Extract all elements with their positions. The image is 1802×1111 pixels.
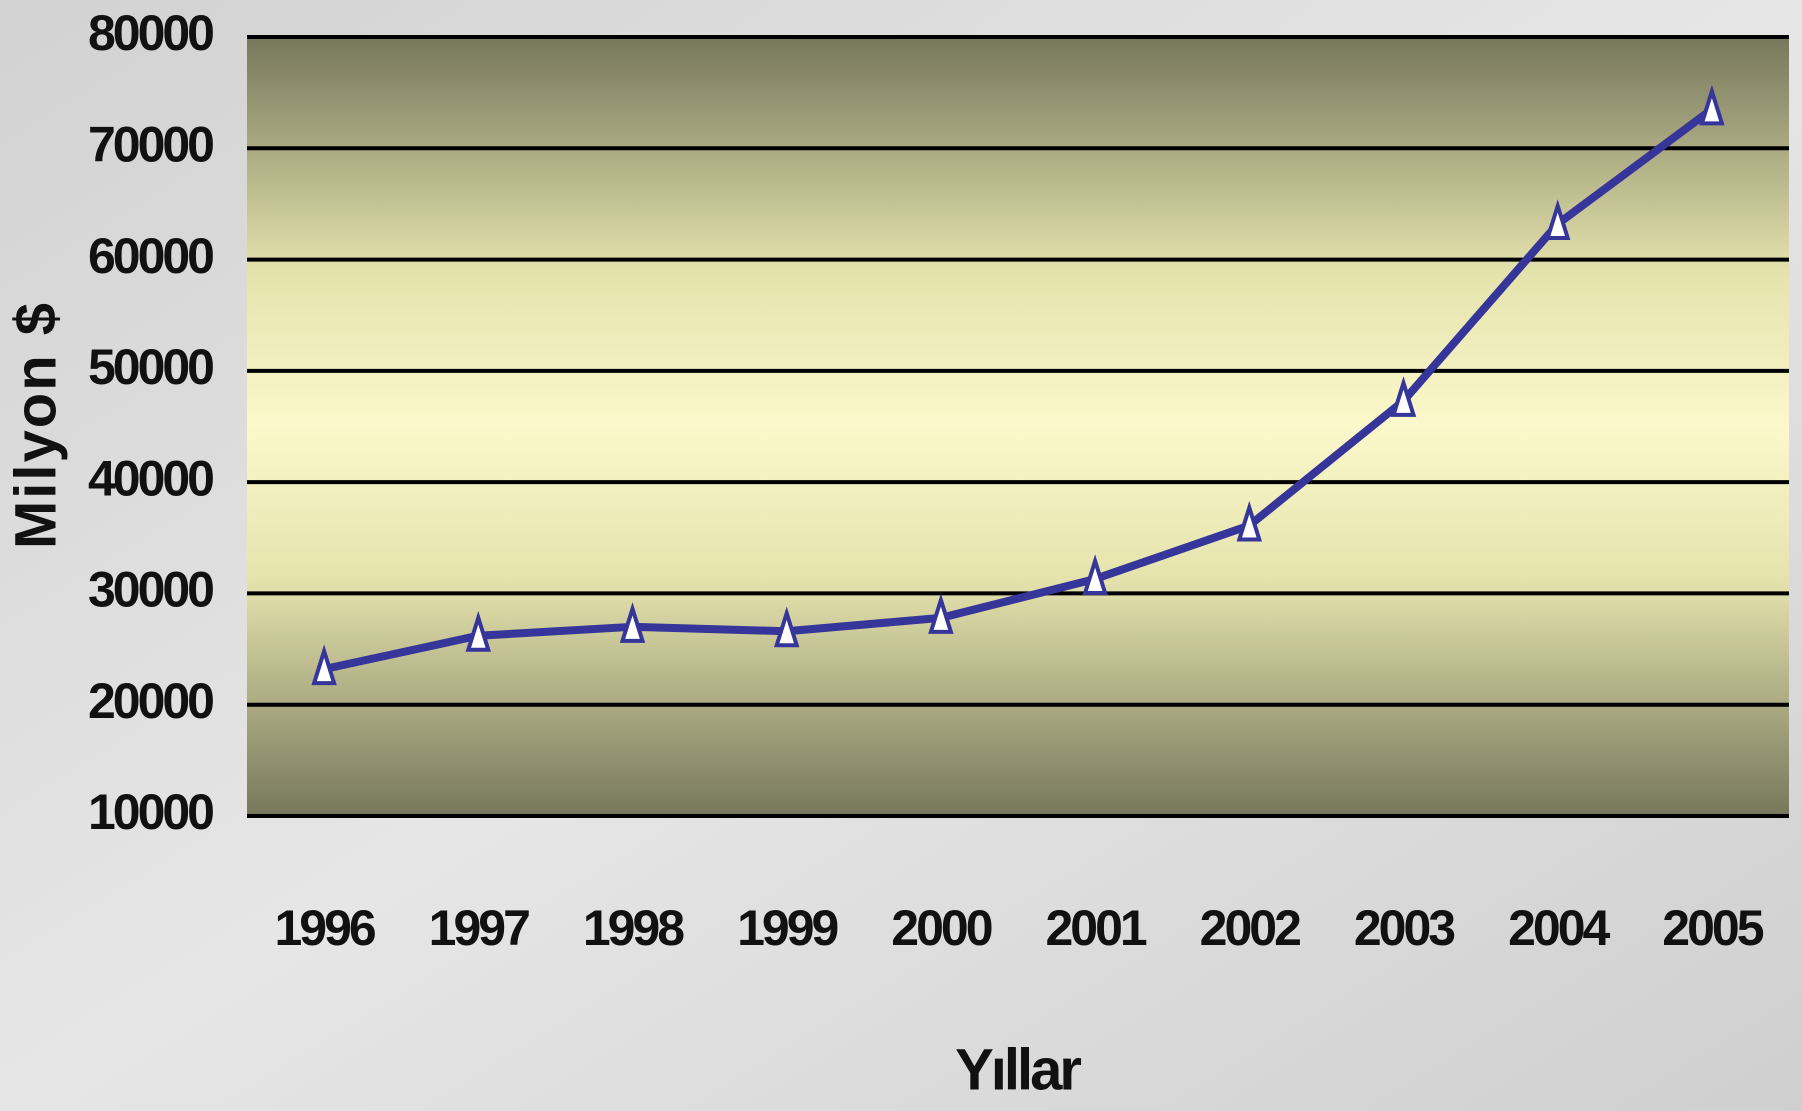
marker [465, 611, 492, 652]
y-tick-label: 20000 [88, 673, 213, 729]
y-tick-label: 70000 [88, 116, 213, 172]
x-tick-label: 1998 [583, 900, 684, 956]
y-tick-label: 50000 [88, 339, 213, 395]
y-tick-label: 80000 [88, 5, 213, 61]
marker [1544, 199, 1571, 240]
x-tick-label: 2000 [891, 900, 991, 956]
x-tick-label: 1999 [737, 900, 837, 956]
plot-area [247, 37, 1789, 816]
x-tick-label: 2005 [1662, 900, 1763, 956]
y-tick-label: 40000 [88, 450, 213, 506]
x-tick-label: 2001 [1045, 900, 1146, 956]
y-tick-label: 30000 [88, 562, 213, 618]
marker [1699, 84, 1725, 126]
marker [1390, 376, 1417, 417]
x-tick-label: 1997 [429, 900, 529, 956]
marker [1236, 500, 1263, 542]
x-tick-label: 2003 [1354, 900, 1454, 956]
data-line [323, 106, 1715, 674]
marker [619, 602, 646, 643]
marker [773, 606, 800, 648]
y-tick-label: 10000 [88, 784, 213, 840]
y-tick-label: 60000 [88, 228, 213, 284]
x-tick-label: 2002 [1200, 900, 1300, 956]
marker [1082, 554, 1108, 595]
y-axis-title: Milyon $ [3, 301, 68, 549]
marker [928, 593, 954, 634]
marker [311, 644, 337, 686]
x-tick-label: 2004 [1508, 900, 1610, 956]
x-axis-title: Yıllar [955, 1037, 1081, 1102]
x-tick-label: 1996 [274, 900, 374, 956]
